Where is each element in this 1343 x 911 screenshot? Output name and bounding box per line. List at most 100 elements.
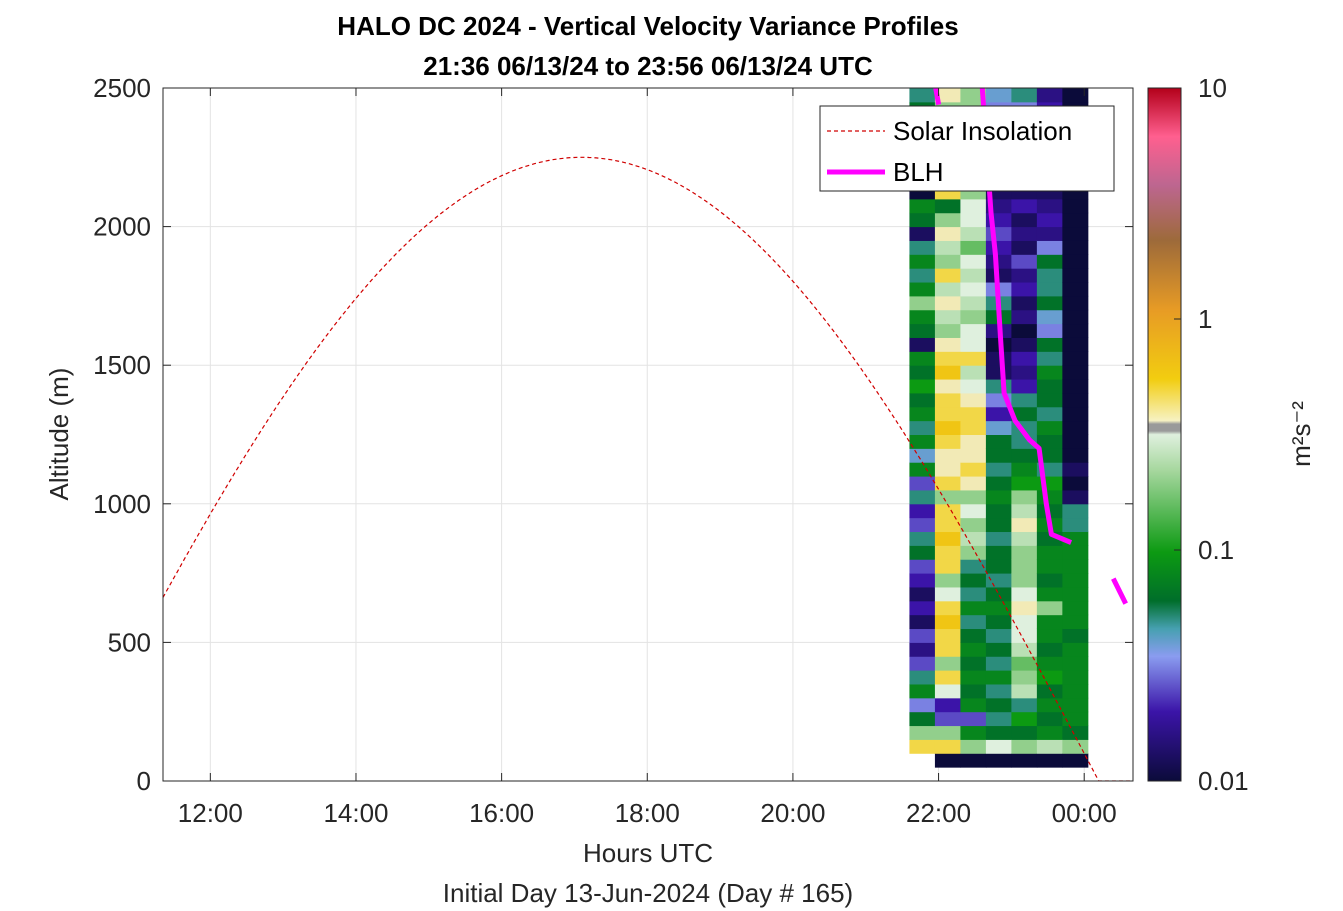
heatmap-cell xyxy=(1062,725,1089,740)
heatmap-cell xyxy=(1011,448,1038,463)
heatmap-cell xyxy=(960,503,987,519)
heatmap-cell xyxy=(960,420,987,435)
heatmap-cell xyxy=(1062,628,1089,643)
heatmap-cell xyxy=(1062,268,1089,283)
heatmap-cell xyxy=(1036,711,1063,727)
heatmap-cell xyxy=(934,295,961,311)
x-ticks: 12:00 14:00 16:00 18:00 20:00 22:00 00:00 xyxy=(178,88,1117,828)
heatmap-cell xyxy=(960,573,987,588)
legend: Solar Insolation BLH xyxy=(819,105,1115,192)
heatmap-cell xyxy=(909,198,936,214)
heatmap-cell xyxy=(1062,379,1089,394)
heatmap-cell xyxy=(909,309,936,325)
heatmap-cell xyxy=(909,628,936,643)
x-tick-label: 22:00 xyxy=(906,798,971,828)
heatmap-cell xyxy=(1011,282,1038,297)
heatmap-cell xyxy=(960,531,987,546)
x-tick-label: 18:00 xyxy=(615,798,680,828)
heatmap-cell xyxy=(1011,295,1038,311)
heatmap-cell xyxy=(934,434,961,449)
heatmap-cell xyxy=(985,489,1012,505)
heatmap-cell xyxy=(934,323,961,338)
heatmap-cell xyxy=(934,531,961,546)
heatmap-cell xyxy=(909,476,936,491)
legend-blh-label: BLH xyxy=(893,157,944,187)
heatmap-cell xyxy=(1062,309,1089,325)
heatmap-cell xyxy=(1062,697,1089,713)
heatmap-cell xyxy=(909,88,936,103)
heatmap-cell xyxy=(1036,198,1063,214)
heatmap-cell xyxy=(1011,489,1038,505)
heatmap-cell xyxy=(934,268,961,283)
heatmap-cell xyxy=(1036,88,1063,103)
heatmap-cell xyxy=(909,365,936,380)
heatmap-cell xyxy=(1062,503,1089,519)
heatmap-cell xyxy=(1036,323,1063,338)
heatmap-cell xyxy=(934,351,961,366)
colorbar-tick-label: 0.1 xyxy=(1198,535,1234,565)
heatmap-cell xyxy=(1036,282,1063,297)
heatmap-cell xyxy=(934,517,961,533)
heatmap-cell xyxy=(985,739,1012,754)
heatmap-cell xyxy=(1036,697,1063,713)
heatmap-cell xyxy=(1036,559,1063,574)
heatmap-cell xyxy=(985,545,1012,560)
heatmap-cell xyxy=(934,642,961,657)
heatmap-cell xyxy=(909,503,936,519)
heatmap-cell xyxy=(1011,365,1038,380)
heatmap-cell xyxy=(1011,323,1038,338)
heatmap-cell xyxy=(909,489,936,505)
heatmap-cell xyxy=(1036,586,1063,602)
heatmap-cell xyxy=(934,753,961,768)
heatmap-cell xyxy=(985,517,1012,533)
heatmap-cell xyxy=(1062,462,1089,477)
heatmap-cell xyxy=(1011,670,1038,685)
heatmap-cell xyxy=(934,725,961,740)
heatmap-cell xyxy=(960,697,987,713)
x-tick-label: 16:00 xyxy=(469,798,534,828)
heatmap-cell xyxy=(1036,642,1063,657)
heatmap-cell xyxy=(1011,503,1038,519)
blh-line xyxy=(1111,577,1128,605)
heatmap-cell xyxy=(934,254,961,269)
heatmap-cell xyxy=(1062,337,1089,352)
heatmap-cell xyxy=(1011,545,1038,560)
heatmap-cell xyxy=(1036,573,1063,588)
heatmap-cell xyxy=(909,254,936,269)
x-axis-sublabel: Initial Day 13-Jun-2024 (Day # 165) xyxy=(443,878,853,908)
heatmap-cell xyxy=(1011,406,1038,422)
heatmap-cell xyxy=(960,545,987,560)
heatmap-cell xyxy=(934,462,961,477)
heatmap-cell xyxy=(1011,462,1038,477)
blh-line xyxy=(979,88,1073,545)
heatmap-cell xyxy=(1062,323,1089,338)
heatmap-cell xyxy=(909,295,936,311)
heatmap-cell xyxy=(985,600,1012,616)
heatmap-cell xyxy=(1062,295,1089,311)
heatmap-cell xyxy=(1036,725,1063,740)
heatmap-cell xyxy=(1011,614,1038,630)
heatmap-cell xyxy=(934,600,961,616)
heatmap-cell xyxy=(934,309,961,325)
heatmap-cell xyxy=(1011,531,1038,546)
heatmap-cell xyxy=(985,462,1012,477)
heatmap-cell xyxy=(909,600,936,616)
heatmap-cell xyxy=(909,240,936,255)
heatmap-cell xyxy=(1011,739,1038,754)
heatmap-cell xyxy=(934,406,961,422)
heatmap-cell xyxy=(934,379,961,394)
heatmap-cell xyxy=(1011,517,1038,533)
heatmap-cell xyxy=(909,351,936,366)
heatmap-cell xyxy=(985,531,1012,546)
heatmap-cell xyxy=(909,725,936,740)
heatmap-cell xyxy=(985,559,1012,574)
heatmap-cell xyxy=(1062,226,1089,241)
heatmap-cell xyxy=(985,420,1012,435)
heatmap-cell xyxy=(909,323,936,338)
heatmap-cell xyxy=(960,88,987,103)
heatmap-cell xyxy=(1011,254,1038,269)
heatmap-cell xyxy=(985,365,1012,380)
heatmap-cell xyxy=(1011,309,1038,325)
heatmap-cell xyxy=(909,434,936,449)
heatmap-cell xyxy=(960,337,987,352)
